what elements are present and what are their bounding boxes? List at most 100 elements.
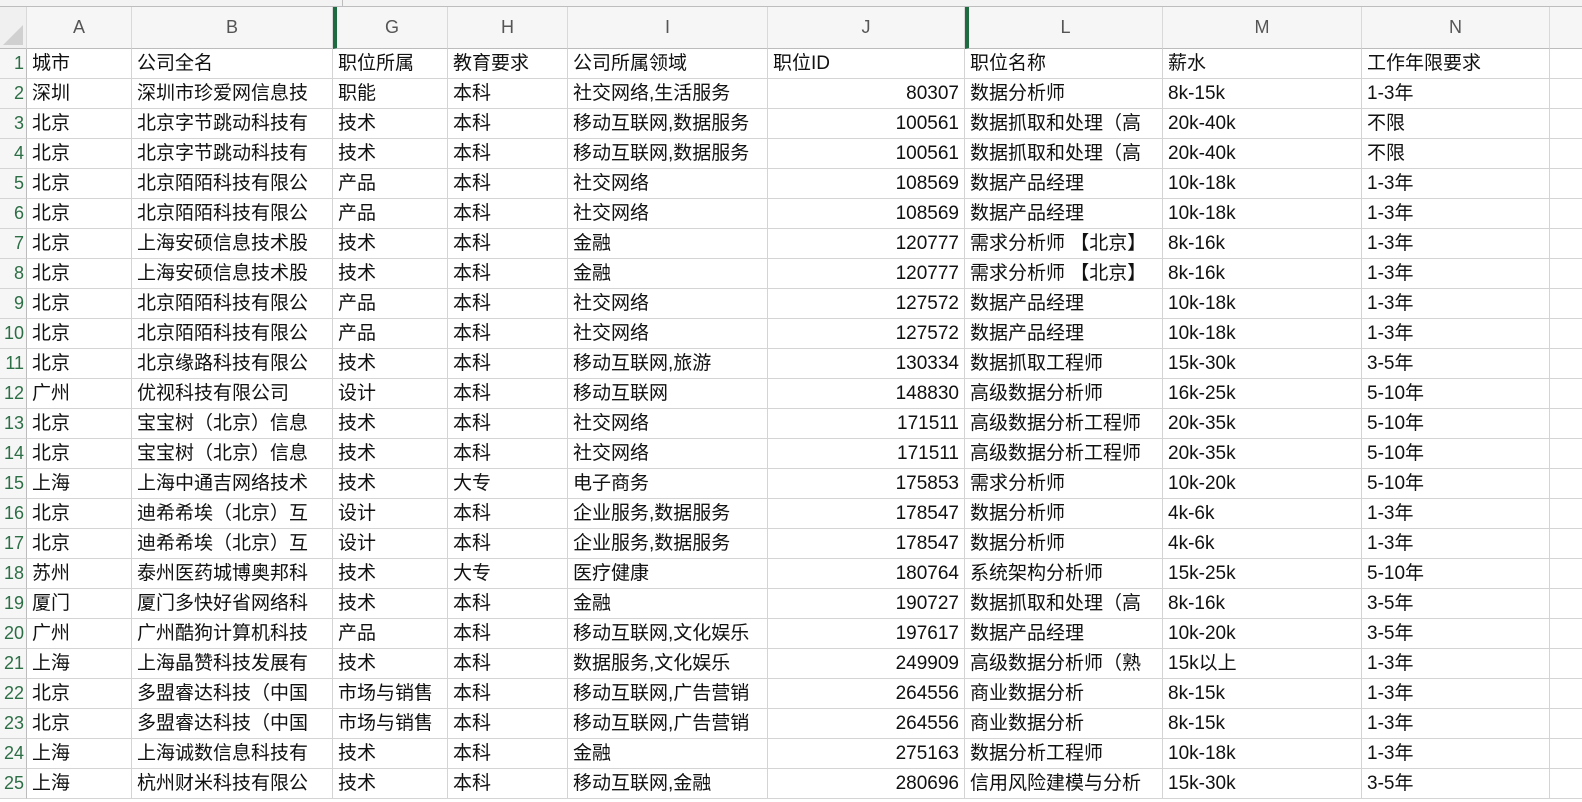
row-header[interactable]: 11 xyxy=(0,349,27,379)
cell-M20[interactable]: 10k-20k xyxy=(1163,619,1362,649)
row-header[interactable]: 14 xyxy=(0,439,27,469)
cell-next11[interactable] xyxy=(1550,349,1582,379)
cell-H6[interactable]: 本科 xyxy=(448,199,568,229)
cell-next3[interactable] xyxy=(1550,109,1582,139)
cell-L22[interactable]: 商业数据分析 xyxy=(965,679,1163,709)
cell-next24[interactable] xyxy=(1550,739,1582,769)
cell-A22[interactable]: 北京 xyxy=(27,679,132,709)
cell-next8[interactable] xyxy=(1550,259,1582,289)
cell-I15[interactable]: 电子商务 xyxy=(568,469,768,499)
cell-I25[interactable]: 移动互联网,金融 xyxy=(568,769,768,799)
cell-N6[interactable]: 1-3年 xyxy=(1362,199,1550,229)
cell-L9[interactable]: 数据产品经理 xyxy=(965,289,1163,319)
cell-L4[interactable]: 数据抓取和处理（高 xyxy=(965,139,1163,169)
cell-L23[interactable]: 商业数据分析 xyxy=(965,709,1163,739)
cell-A12[interactable]: 广州 xyxy=(27,379,132,409)
cell-M25[interactable]: 15k-30k xyxy=(1163,769,1362,799)
cell-N20[interactable]: 3-5年 xyxy=(1362,619,1550,649)
cell-G24[interactable]: 技术 xyxy=(333,739,448,769)
cell-G17[interactable]: 设计 xyxy=(333,529,448,559)
cell-N19[interactable]: 3-5年 xyxy=(1362,589,1550,619)
cell-A13[interactable]: 北京 xyxy=(27,409,132,439)
cell-I7[interactable]: 金融 xyxy=(568,229,768,259)
cell-A5[interactable]: 北京 xyxy=(27,169,132,199)
row-header[interactable]: 1 xyxy=(0,49,27,79)
cell-G18[interactable]: 技术 xyxy=(333,559,448,589)
cell-next2[interactable] xyxy=(1550,79,1582,109)
cell-B5[interactable]: 北京陌陌科技有限公 xyxy=(132,169,333,199)
cell-J8[interactable]: 120777 xyxy=(768,259,965,289)
cell-H9[interactable]: 本科 xyxy=(448,289,568,319)
cell-G23[interactable]: 市场与销售 xyxy=(333,709,448,739)
cell-N16[interactable]: 1-3年 xyxy=(1362,499,1550,529)
cell-M9[interactable]: 10k-18k xyxy=(1163,289,1362,319)
cell-B17[interactable]: 迪希希埃（北京）互 xyxy=(132,529,333,559)
cell-J25[interactable]: 280696 xyxy=(768,769,965,799)
cell-H8[interactable]: 本科 xyxy=(448,259,568,289)
cell-I1[interactable]: 公司所属领域 xyxy=(568,49,768,79)
cell-N24[interactable]: 1-3年 xyxy=(1362,739,1550,769)
cell-A23[interactable]: 北京 xyxy=(27,709,132,739)
cell-J14[interactable]: 171511 xyxy=(768,439,965,469)
cell-A8[interactable]: 北京 xyxy=(27,259,132,289)
cell-H24[interactable]: 本科 xyxy=(448,739,568,769)
cell-A1[interactable]: 城市 xyxy=(27,49,132,79)
cell-L8[interactable]: 需求分析师 【北京】 xyxy=(965,259,1163,289)
cell-H20[interactable]: 本科 xyxy=(448,619,568,649)
cell-B25[interactable]: 杭州财米科技有限公 xyxy=(132,769,333,799)
cell-H25[interactable]: 本科 xyxy=(448,769,568,799)
cell-next21[interactable] xyxy=(1550,649,1582,679)
cell-B2[interactable]: 深圳市珍爱网信息技 xyxy=(132,79,333,109)
cell-L21[interactable]: 高级数据分析师（熟 xyxy=(965,649,1163,679)
cell-L12[interactable]: 高级数据分析师 xyxy=(965,379,1163,409)
cell-L7[interactable]: 需求分析师 【北京】 xyxy=(965,229,1163,259)
cell-J4[interactable]: 100561 xyxy=(768,139,965,169)
row-header[interactable]: 5 xyxy=(0,169,27,199)
cell-G14[interactable]: 技术 xyxy=(333,439,448,469)
row-header[interactable]: 23 xyxy=(0,709,27,739)
cell-H21[interactable]: 本科 xyxy=(448,649,568,679)
cell-A17[interactable]: 北京 xyxy=(27,529,132,559)
cell-L14[interactable]: 高级数据分析工程师 xyxy=(965,439,1163,469)
cell-J6[interactable]: 108569 xyxy=(768,199,965,229)
cell-B13[interactable]: 宝宝树（北京）信息 xyxy=(132,409,333,439)
cell-L2[interactable]: 数据分析师 xyxy=(965,79,1163,109)
cell-L25[interactable]: 信用风险建模与分析 xyxy=(965,769,1163,799)
cell-G22[interactable]: 市场与销售 xyxy=(333,679,448,709)
column-header-H[interactable]: H xyxy=(448,7,568,49)
cell-N18[interactable]: 5-10年 xyxy=(1362,559,1550,589)
row-header[interactable]: 3 xyxy=(0,109,27,139)
cell-L24[interactable]: 数据分析工程师 xyxy=(965,739,1163,769)
cell-L16[interactable]: 数据分析师 xyxy=(965,499,1163,529)
cell-J16[interactable]: 178547 xyxy=(768,499,965,529)
cell-M7[interactable]: 8k-16k xyxy=(1163,229,1362,259)
cell-N8[interactable]: 1-3年 xyxy=(1362,259,1550,289)
cell-G5[interactable]: 产品 xyxy=(333,169,448,199)
cell-H12[interactable]: 本科 xyxy=(448,379,568,409)
cell-A11[interactable]: 北京 xyxy=(27,349,132,379)
row-header[interactable]: 8 xyxy=(0,259,27,289)
cell-M8[interactable]: 8k-16k xyxy=(1163,259,1362,289)
cell-M4[interactable]: 20k-40k xyxy=(1163,139,1362,169)
cell-G12[interactable]: 设计 xyxy=(333,379,448,409)
cell-L18[interactable]: 系统架构分析师 xyxy=(965,559,1163,589)
cell-M2[interactable]: 8k-15k xyxy=(1163,79,1362,109)
cell-M17[interactable]: 4k-6k xyxy=(1163,529,1362,559)
cell-B14[interactable]: 宝宝树（北京）信息 xyxy=(132,439,333,469)
cell-H7[interactable]: 本科 xyxy=(448,229,568,259)
row-header[interactable]: 21 xyxy=(0,649,27,679)
cell-G3[interactable]: 技术 xyxy=(333,109,448,139)
cell-B3[interactable]: 北京字节跳动科技有 xyxy=(132,109,333,139)
cell-G19[interactable]: 技术 xyxy=(333,589,448,619)
cell-J22[interactable]: 264556 xyxy=(768,679,965,709)
cell-N5[interactable]: 1-3年 xyxy=(1362,169,1550,199)
cell-I20[interactable]: 移动互联网,文化娱乐 xyxy=(568,619,768,649)
cell-L20[interactable]: 数据产品经理 xyxy=(965,619,1163,649)
cell-N9[interactable]: 1-3年 xyxy=(1362,289,1550,319)
cell-N15[interactable]: 5-10年 xyxy=(1362,469,1550,499)
cell-A10[interactable]: 北京 xyxy=(27,319,132,349)
row-header[interactable]: 15 xyxy=(0,469,27,499)
cell-J5[interactable]: 108569 xyxy=(768,169,965,199)
cell-B1[interactable]: 公司全名 xyxy=(132,49,333,79)
cell-G4[interactable]: 技术 xyxy=(333,139,448,169)
